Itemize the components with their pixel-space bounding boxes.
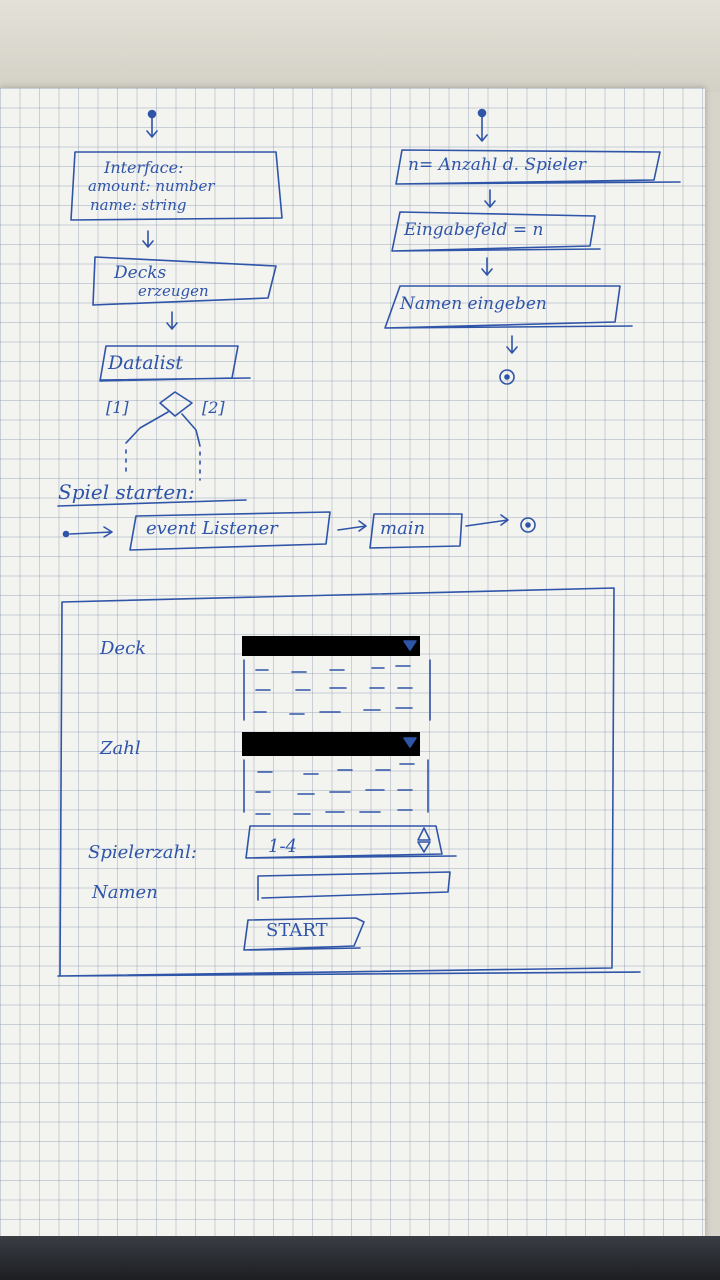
zahl-dropdown[interactable] [242, 732, 420, 756]
names-field-label: Namen [92, 882, 158, 903]
players-box [395, 149, 681, 185]
datalist-box [99, 345, 251, 382]
deck-field-label: Deck [100, 638, 147, 659]
start-flow-end-node [520, 517, 536, 533]
mockup-frame [57, 587, 641, 977]
start-flow-node [62, 530, 70, 538]
main-label: main [380, 518, 426, 539]
players-count-label: n= Anzahl d. Spieler [408, 155, 587, 175]
deck-dropdown-arrow-icon [403, 640, 417, 651]
interface-line-amount: amount: number [88, 177, 215, 195]
right-start-node [477, 108, 487, 118]
arrow-to-input [484, 189, 496, 208]
right-end-node [499, 369, 515, 385]
start-flow-arrow-2 [337, 520, 367, 532]
interface-box [70, 151, 283, 221]
branch-dotted-lines [125, 449, 201, 481]
names-input-label: Namen eingeben [400, 294, 547, 314]
start-heading-underline [57, 499, 247, 507]
left-start-arrow [146, 117, 158, 138]
start-button-label[interactable]: START [266, 920, 328, 941]
interface-title: Interface: [104, 158, 184, 177]
right-start-arrow [476, 116, 488, 142]
desk-background-top [0, 0, 720, 92]
input-field-box [391, 211, 601, 252]
players-stepper-box[interactable] [245, 825, 457, 859]
stepper-up-icon[interactable] [417, 827, 431, 841]
decks-box [92, 256, 277, 306]
graph-paper-sheet [0, 88, 705, 1238]
branch-label-left: [1] [106, 398, 129, 417]
players-field-label: Spielerzahl: [88, 842, 197, 863]
names-input[interactable] [257, 871, 451, 901]
zahl-dropdown-arrow-icon [403, 737, 417, 748]
main-box [369, 513, 463, 549]
names-box [384, 285, 633, 329]
stepper-down-icon[interactable] [417, 841, 431, 853]
arrow-to-end [506, 335, 518, 354]
start-heading: Spiel starten: [58, 480, 195, 504]
branch-lines [125, 411, 201, 447]
listener-label: event Listener [146, 518, 278, 539]
branch-diamond [159, 391, 193, 417]
start-flow-arrow-1 [69, 526, 113, 538]
start-button-outline[interactable] [243, 917, 365, 951]
desk-background-bottom [0, 1236, 720, 1280]
deck-dropdown[interactable] [242, 636, 420, 656]
input-field-label: Eingabefeld = n [404, 220, 544, 240]
players-field-value[interactable]: 1-4 [268, 836, 297, 857]
arrow-to-decks [142, 230, 154, 248]
right-end-node-inner [504, 374, 510, 380]
left-start-node [147, 109, 157, 119]
zahl-dropdown-list [243, 759, 429, 815]
start-flow-end-inner [525, 522, 531, 528]
datalist-label: Datalist [108, 352, 184, 374]
decks-label-line2: erzeugen [138, 282, 209, 300]
start-flow-arrow-3 [465, 514, 509, 527]
arrow-to-datalist [166, 311, 178, 330]
decks-label-line1: Decks [114, 263, 167, 283]
deck-dropdown-list [243, 659, 431, 721]
zahl-field-label: Zahl [100, 738, 141, 759]
interface-line-name: name: string [90, 196, 187, 214]
arrow-to-names [481, 257, 493, 276]
listener-box [129, 511, 331, 551]
branch-label-right: [2] [202, 398, 225, 417]
